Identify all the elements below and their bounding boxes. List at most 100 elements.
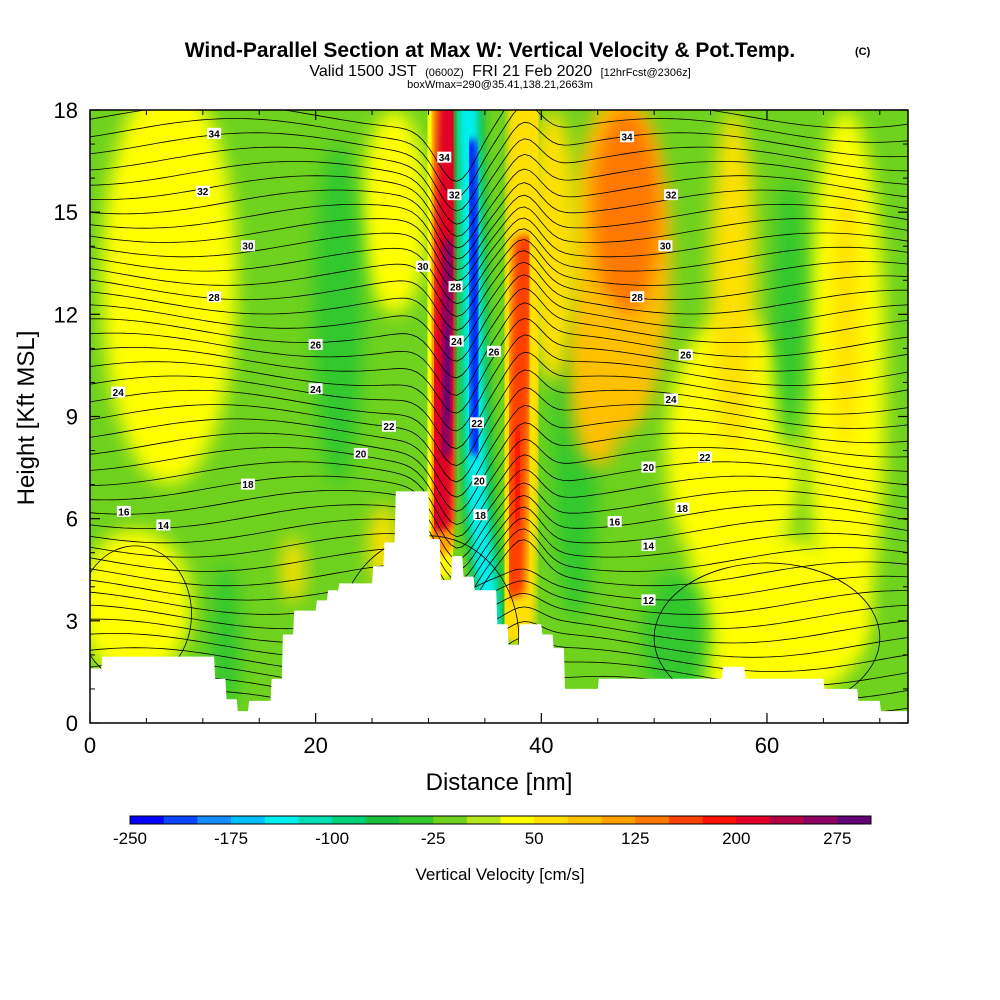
theta-contour-label: 32 [447, 189, 462, 202]
y-tick-label: 0 [66, 711, 78, 736]
chart-subtitle: Valid 1500 JST (0600Z) FRI 21 Feb 2020 [… [309, 63, 690, 80]
colorbar-swatch [702, 816, 737, 824]
field-blob [772, 178, 807, 451]
contour-label-bg [675, 502, 690, 514]
theta-contour-label: 30 [658, 240, 673, 253]
theta-contour-label: 18 [240, 478, 255, 491]
theta-contour-label: 14 [156, 519, 171, 532]
field-blob [210, 562, 241, 713]
colorbar: -250 -175 -100 -25 50 125 200 275 Vertical Velo… [113, 815, 872, 884]
contour-label-bg [664, 393, 679, 405]
contour-label-bg [308, 383, 323, 395]
y-axis-label: Height [Kft MSL] [13, 331, 40, 506]
field-band [503, 235, 536, 598]
contour-label-bg [447, 189, 462, 201]
contour-label-bg [437, 151, 452, 163]
theta-contour-label: 22 [697, 451, 712, 464]
theta-contour-label: 20 [353, 447, 368, 460]
x-axis-label: Distance [nm] [426, 769, 573, 796]
contour-label-bg [469, 417, 484, 429]
contour-label-bg [641, 461, 656, 473]
colorbar-tick-label: -100 [315, 829, 349, 848]
colorbar-swatch [399, 816, 434, 824]
contour-label-text: 26 [488, 347, 500, 358]
theta-contour-line [90, 422, 908, 512]
colorbar-tick-label: 50 [525, 829, 544, 848]
contour-label-text: 34 [209, 129, 221, 140]
theta-contour-line [90, 468, 908, 549]
theta-contour-label: 24 [664, 393, 679, 406]
theta-contour-line [90, 387, 908, 483]
theta-contour-line [90, 506, 908, 582]
contour-label-text: 18 [677, 504, 689, 515]
theta-contour-label: 12 [641, 594, 656, 607]
terrain-mask [90, 491, 908, 723]
contour-label-text: 30 [417, 262, 429, 273]
colorbar-tick-labels: -250 -175 -100 -25 50 125 200 275 [113, 829, 852, 848]
theta-contour-line [90, 528, 908, 605]
contour-label-text: 32 [449, 191, 461, 202]
theta-contour-line [90, 606, 908, 644]
theta-contour-label: 24 [111, 386, 126, 399]
field-blob [90, 528, 192, 679]
theta-contour-label: 14 [641, 539, 656, 552]
theta-contour-line [90, 250, 908, 331]
theta-contour-label: 28 [448, 281, 463, 294]
colorbar-swatch [837, 816, 872, 824]
title-block: Wind-Parallel Section at Max W: Vertical… [185, 39, 871, 91]
colorbar-swatch [500, 816, 535, 824]
contour-label-text: 16 [118, 507, 130, 518]
theta-contour-label: 32 [664, 189, 679, 202]
contour-label-bg [449, 335, 464, 347]
colorbar-swatch [534, 816, 569, 824]
theta-contour-label: 28 [207, 291, 222, 304]
theta-contour-line [90, 568, 908, 601]
contour-label-text: 14 [158, 521, 170, 532]
field-blob [313, 144, 364, 485]
contour-label-text: 26 [310, 340, 322, 351]
colorbar-outline [129, 815, 872, 825]
field-band [442, 327, 453, 421]
contour-label-bg [240, 240, 255, 252]
contour-label-text: 18 [475, 511, 487, 522]
contour-label-text: 28 [450, 283, 462, 294]
contour-label-bg [195, 185, 210, 197]
theta-contour-line [90, 228, 908, 305]
theta-contour-label: 24 [449, 335, 464, 348]
field-blob [360, 110, 429, 315]
theta-contour-label: 20 [641, 461, 656, 474]
colorbar-swatch [769, 816, 805, 824]
theta-contour-label: 32 [195, 185, 210, 198]
contour-label-bg [156, 519, 171, 531]
subtitle-forecast: [12hrFcst@2306z] [601, 67, 691, 79]
theta-contour-line [90, 334, 908, 432]
contour-label-text: 22 [471, 419, 483, 430]
contour-label-bg [486, 345, 501, 357]
theta-contour-line [90, 182, 908, 260]
colorbar-swatch [163, 816, 198, 824]
colorbar-tick-label: 200 [722, 829, 750, 848]
contour-label-text: 28 [209, 293, 221, 304]
contour-label-text: 16 [609, 518, 621, 529]
contour-label-text: 22 [383, 422, 395, 433]
colorbar-swatch [635, 816, 670, 824]
theta-contour-line [90, 217, 908, 293]
colorbar-tick-label: 275 [823, 829, 851, 848]
colorbar-swatch [264, 816, 299, 824]
colorbar-tick-label: 125 [621, 829, 649, 848]
theta-contour-label: 18 [675, 502, 690, 515]
colorbar-swatch [298, 816, 333, 824]
contour-label-bg [658, 240, 673, 252]
theta-contour-label: 26 [486, 345, 501, 358]
subtitle-utc: (0600Z) [425, 67, 464, 79]
theta-contour-line [90, 239, 908, 317]
contour-label-text: 30 [660, 242, 672, 253]
contour-label-bg [207, 291, 222, 303]
x-tick-label: 60 [755, 733, 779, 758]
theta-contour-line [90, 369, 908, 467]
x-tick-label: 20 [303, 733, 327, 758]
y-tick-label: 6 [66, 507, 78, 532]
y-tick-label: 15 [54, 200, 78, 225]
contour-label-text: 20 [474, 477, 486, 488]
theta-contour-label: 26 [678, 349, 693, 362]
